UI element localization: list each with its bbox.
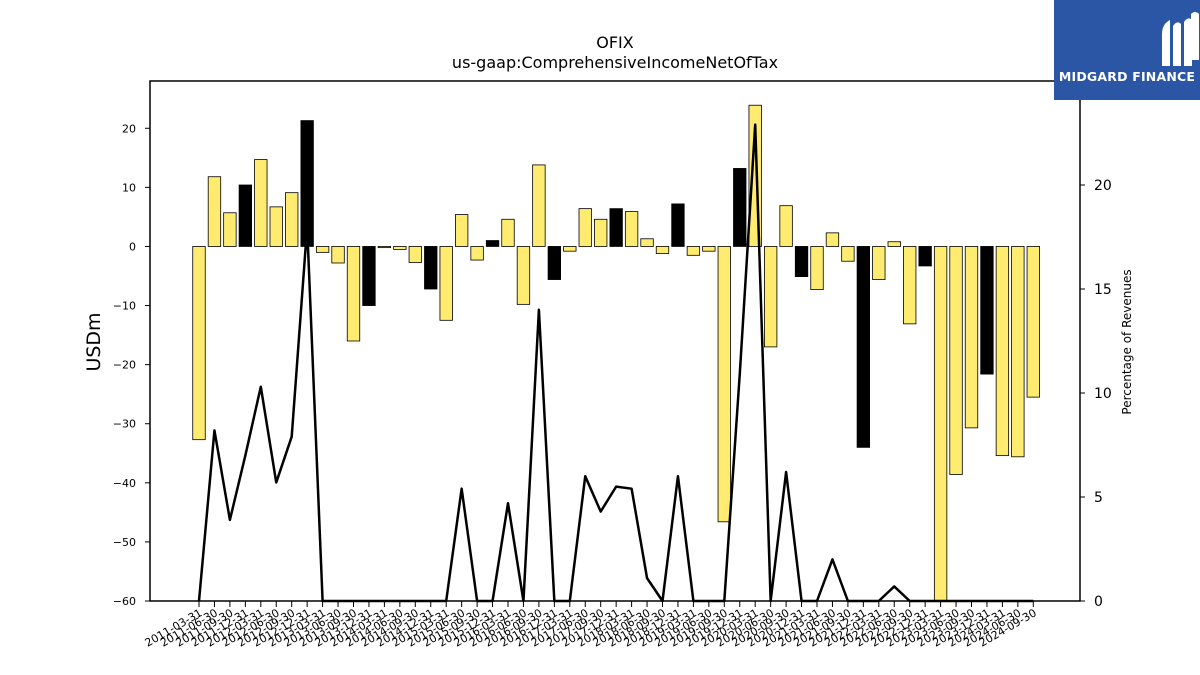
bar-2024-03-31 [995, 246, 1010, 457]
bar-2015-12-31 [485, 240, 500, 247]
bar-2019-09-30 [717, 246, 731, 523]
bar-2021-09-30 [841, 246, 855, 262]
bar-2015-09-30 [470, 246, 484, 261]
y2-tick-label: 15 [1094, 282, 1112, 298]
bar-2013-09-30 [346, 246, 361, 342]
bar-2011-06-30 [207, 176, 222, 247]
y2-tick-label: 0 [1094, 594, 1103, 610]
bar-2018-09-30 [655, 246, 670, 254]
y2-axis-label: Percentage of Revenues [1120, 269, 1134, 414]
y-tick-label: −50 [113, 536, 136, 549]
y2-tick-label: 5 [1094, 490, 1103, 506]
y2-tick-label: 10 [1094, 386, 1112, 402]
bar-2013-12-31 [362, 246, 376, 306]
y-tick-label: −40 [113, 477, 136, 490]
bar-2021-06-30 [825, 232, 840, 247]
bar-2023-12-31 [980, 246, 994, 375]
bar-series [192, 104, 1040, 602]
bar-2021-03-31 [810, 246, 824, 290]
logo-mark-icon [1162, 12, 1199, 66]
bar-2011-12-31 [238, 184, 253, 247]
bar-2017-03-31 [563, 246, 577, 252]
chart-subtitle: us-gaap:ComprehensiveIncomeNetOfTax [452, 53, 778, 72]
bar-2022-09-30 [903, 246, 917, 325]
y2-tick-label: 20 [1094, 178, 1112, 194]
bar-2015-03-31 [439, 246, 453, 321]
bar-2017-06-30 [578, 208, 592, 247]
bar-2013-06-30 [331, 246, 345, 264]
bar-2013-03-31 [315, 246, 330, 253]
bar-2019-12-31 [733, 168, 747, 247]
bar-2023-06-30 [949, 246, 963, 475]
midgard-finance-logo: MIDGARD FINANCE [1054, 0, 1200, 100]
bar-2016-09-30 [532, 164, 546, 247]
bar-2017-09-30 [594, 218, 608, 247]
bar-2016-12-31 [547, 246, 561, 280]
bar-2017-12-31 [609, 208, 623, 247]
bar-2023-09-30 [964, 246, 979, 429]
bar-2012-09-30 [285, 192, 299, 247]
line-series [197, 123, 1034, 603]
bar-2018-06-30 [640, 238, 654, 247]
bar-2024-09-30 [1026, 246, 1040, 398]
bar-2022-03-31 [872, 246, 886, 280]
bar-2011-09-30 [223, 212, 237, 247]
bar-2024-06-30 [1011, 246, 1025, 458]
bar-2015-06-30 [454, 214, 469, 247]
bar-2014-12-31 [424, 246, 438, 290]
chart-title: OFIX [596, 33, 634, 52]
bar-2020-06-30 [764, 246, 778, 348]
bar-2012-06-30 [269, 206, 283, 247]
y-tick-label: 0 [129, 240, 136, 253]
y-tick-label: −30 [113, 418, 136, 431]
axes: −60−50−40−30−20−100102005101520252011-03… [113, 74, 1112, 650]
plot-frame [149, 80, 1081, 602]
y-axis-label: USDm [83, 312, 105, 371]
bar-2019-06-30 [702, 246, 716, 252]
bar-2018-03-31 [624, 211, 639, 247]
y-tick-label: 10 [122, 181, 136, 194]
bar-2022-06-30 [887, 241, 901, 247]
bar-2011-03-31 [192, 246, 206, 441]
bar-2020-12-31 [794, 246, 809, 277]
bar-2016-06-30 [516, 246, 531, 305]
y-tick-label: 20 [122, 122, 136, 135]
bar-2014-09-30 [408, 246, 422, 263]
bar-2012-03-31 [254, 159, 268, 247]
bar-2016-03-31 [501, 218, 515, 247]
bar-2020-09-30 [779, 205, 793, 247]
bar-2014-03-31 [377, 246, 392, 249]
percentage-line [197, 123, 1034, 603]
bar-2023-03-31 [933, 246, 948, 602]
bar-2014-06-30 [393, 246, 407, 250]
bar-2022-12-31 [918, 246, 932, 267]
bar-2019-03-31 [686, 246, 701, 256]
logo-text: MIDGARD FINANCE [1058, 69, 1196, 84]
y-tick-label: −10 [113, 300, 136, 313]
y-tick-label: −20 [113, 359, 136, 372]
bar-2018-12-31 [671, 203, 685, 247]
y-tick-label: −60 [113, 595, 136, 608]
bar-2021-12-31 [856, 246, 870, 448]
